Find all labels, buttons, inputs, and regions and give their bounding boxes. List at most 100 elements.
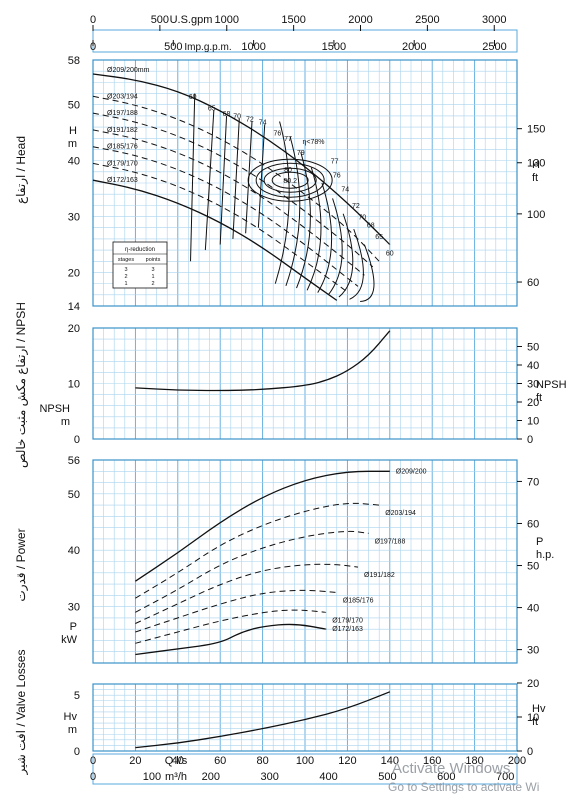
valve-right-tick-label: 20 — [527, 678, 539, 690]
efficiency-line — [360, 244, 375, 303]
impgpm-tick-label: 0 — [90, 41, 96, 53]
reduction-table-cell: 1 — [151, 274, 154, 280]
valve-loss-curve — [135, 691, 391, 749]
power-right-tick-label: 40 — [527, 603, 539, 615]
ls-axis-label: Q l/s — [165, 755, 188, 767]
efficiency-line — [338, 213, 354, 298]
efficiency-line — [257, 124, 266, 228]
efficiency-label: 77 — [284, 136, 292, 143]
m3h-tick-label: 0 — [90, 771, 96, 783]
power-curve-label: Ø179/170 — [332, 617, 363, 624]
head-right-tick-label: 150 — [527, 124, 545, 136]
efficiency-line — [349, 228, 364, 300]
head-right-tick-label: 130 — [527, 158, 545, 170]
efficiency-label: 60 — [189, 94, 197, 101]
valve-unit-left: m — [68, 724, 77, 736]
valve-left-tick-label: 0 — [74, 746, 80, 758]
npsh-left-tick-label: 20 — [68, 323, 80, 335]
valve-right-tick-label: 0 — [527, 746, 533, 758]
efficiency-label: 72 — [246, 117, 254, 124]
efficiency-label: η<78% — [302, 139, 324, 146]
head-curve — [92, 73, 391, 246]
efficiency-line — [204, 110, 215, 251]
usgpm-tick-label: 2000 — [348, 14, 372, 26]
head-curve — [92, 146, 359, 287]
power-right-tick-label: 50 — [527, 561, 539, 573]
npsh-left-tick-label: 0 — [74, 434, 80, 446]
power-curve — [135, 623, 327, 656]
head-curve — [92, 162, 348, 293]
efficiency-label: 74 — [259, 119, 267, 126]
panel-frame-valve — [92, 683, 518, 752]
npsh-left-tick-label: 10 — [68, 379, 80, 391]
efficiency-contour — [247, 158, 333, 202]
head-curve-label: Ø209/200mm — [107, 67, 150, 74]
usgpm-tick-label: 1000 — [215, 14, 239, 26]
efficiency-line — [274, 121, 290, 284]
power-right-tick-label: 70 — [527, 476, 539, 488]
head-right-tick-label: 60 — [527, 277, 539, 289]
npsh-unit-left: m — [61, 416, 70, 428]
head-left-tick-label: 20 — [68, 267, 80, 279]
efficiency-label: 79 — [297, 150, 305, 157]
usgpm-tick-label: 500 — [151, 14, 169, 26]
ls-tick-label: 180 — [465, 755, 483, 767]
impgpm-tick-label: 500 — [164, 41, 182, 53]
reduction-table-header: points — [146, 257, 161, 263]
usgpm-tick-label: 0 — [90, 14, 96, 26]
efficiency-line — [219, 115, 228, 245]
head-curve-label: Ø191/182 — [107, 127, 138, 134]
head-unit-left: m — [68, 138, 77, 150]
npsh-right-tick-label: 10 — [527, 416, 539, 428]
efficiency-label: 60 — [386, 251, 394, 258]
power-curve — [135, 563, 359, 624]
power-curve-label: Ø197/188 — [375, 538, 406, 545]
power-curve — [135, 609, 327, 644]
bottom-axis-band — [92, 753, 518, 785]
power-unit-left: kW — [61, 634, 78, 646]
efficiency-label: 70 — [233, 114, 241, 121]
efficiency-line — [306, 167, 322, 291]
efficiency-label: 80.2 — [283, 178, 297, 185]
head-curve — [92, 95, 380, 262]
efficiency-label: 80 — [284, 167, 292, 174]
efficiency-label: 74 — [341, 186, 349, 193]
impgpm-axis-label: Imp.g.p.m. — [184, 42, 231, 53]
head-curve — [92, 112, 374, 268]
usgpm-axis-label: U.S.gpm — [170, 14, 213, 26]
reduction-table-cell: 3 — [151, 267, 154, 273]
npsh-unit-left: NPSH — [39, 403, 70, 415]
reduction-table-cell: 2 — [124, 274, 127, 280]
efficiency-line — [296, 152, 311, 289]
head-right-tick-label: 100 — [527, 209, 545, 221]
impgpm-tick-label: 1000 — [241, 41, 265, 53]
ls-tick-label: 120 — [338, 755, 356, 767]
valve-unit-right: ft — [532, 716, 538, 728]
ls-tick-label: 160 — [423, 755, 441, 767]
head-curve-label: Ø179/170 — [107, 160, 138, 167]
grid-lines — [92, 59, 518, 752]
power-curve — [135, 589, 337, 633]
head-left-tick-label: 30 — [68, 212, 80, 224]
watermark-line-2: Go to Settings to activate Wi — [388, 780, 540, 794]
reduction-table-title: η-reduction — [125, 247, 155, 253]
head-curve — [92, 129, 365, 276]
head-curve-label: Ø172/163 — [107, 177, 138, 184]
head-curve-label: Ø197/188 — [107, 110, 138, 117]
head-unit-right: H — [532, 159, 540, 171]
efficiency-contour — [263, 167, 317, 193]
efficiency-line — [232, 118, 240, 239]
power-unit-left: P — [70, 621, 77, 633]
ls-tick-label: 80 — [256, 755, 268, 767]
top-axis-band — [92, 29, 518, 53]
m3h-tick-label: 100 — [143, 771, 161, 783]
efficiency-label: 65 — [208, 105, 216, 112]
head-unit-right: ft — [532, 172, 538, 184]
efficiency-contour — [271, 171, 309, 189]
panel-frames — [92, 25, 522, 785]
power-unit-right: P — [536, 536, 543, 548]
reduction-table-frame — [112, 241, 168, 289]
